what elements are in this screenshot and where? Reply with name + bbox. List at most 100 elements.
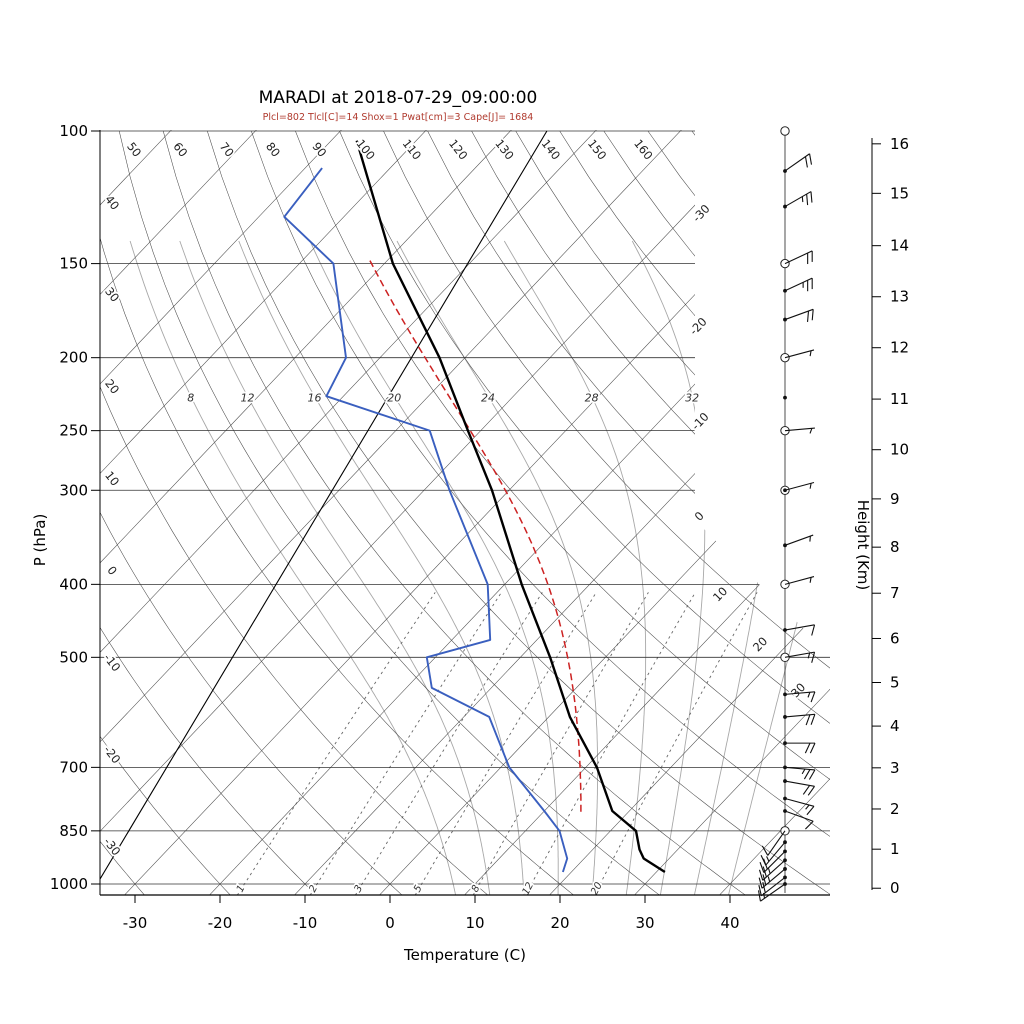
isotherm-line <box>291 130 830 895</box>
wind-barb <box>758 867 787 889</box>
wind-barbs <box>757 126 816 902</box>
mixing-ratio-label: 3 <box>353 883 366 894</box>
moist-adiabat-line <box>179 240 491 895</box>
dry-adiabat-label-top: 110 <box>400 137 425 163</box>
dry-adiabat-line <box>515 130 830 895</box>
barb-staff <box>784 534 814 546</box>
wind-barb <box>783 277 813 293</box>
dry-adiabat-label-left: 20 <box>102 376 122 396</box>
barb-staff <box>784 651 815 658</box>
wind-barb <box>783 534 814 548</box>
dry-adiabat-line <box>295 130 830 895</box>
temp-tick-label: -10 <box>293 914 318 932</box>
barb-feather <box>805 714 811 726</box>
isotherm-line <box>121 130 830 895</box>
pressure-axis-label: P (hPa) <box>31 514 49 567</box>
wind-barb <box>780 481 815 495</box>
isotherm-line <box>100 130 769 895</box>
temp-tick-label: 40 <box>720 914 739 932</box>
height-tick-label: 14 <box>890 237 909 255</box>
barb-feather <box>810 191 813 203</box>
barb-feather <box>808 769 816 780</box>
isotherm-line <box>100 130 599 895</box>
temp-tick-label: -30 <box>123 914 148 932</box>
moist-adiabat-line <box>693 240 779 895</box>
barb-staff <box>784 713 815 718</box>
dry-adiabat-line <box>251 130 830 895</box>
temp-tick-label: 20 <box>550 914 569 932</box>
wind-barb <box>783 741 816 754</box>
isotherm-line <box>631 130 830 895</box>
pressure-tick-label: 400 <box>59 575 88 593</box>
wind-barb <box>757 882 787 902</box>
diagonal-reference-line <box>100 130 548 895</box>
height-tick-label: 0 <box>890 879 900 897</box>
barb-half-feather <box>805 804 810 810</box>
barb-staff <box>784 250 813 265</box>
moist-adiabats <box>129 240 830 895</box>
moist-adiabat-line <box>238 240 525 895</box>
isotherm-line <box>546 130 830 895</box>
height-tick-label: 11 <box>890 390 909 408</box>
barb-staff <box>784 766 815 771</box>
wind-barb <box>783 691 816 703</box>
moist-adiabat-label: 8 <box>187 392 194 405</box>
height-tick-label: 13 <box>890 288 909 306</box>
barb-feather <box>802 785 811 795</box>
barb-feather <box>759 862 765 873</box>
pressure-tick-label: 100 <box>59 122 88 140</box>
barb-half-feather <box>807 652 811 659</box>
height-axis-label: Height (Km) <box>854 500 872 591</box>
wind-barb <box>783 153 813 173</box>
wind-barb <box>783 308 814 323</box>
pressure-tick-label: 700 <box>59 758 88 776</box>
isotherm-label-right: -10 <box>689 410 712 433</box>
dry-adiabat-line <box>162 130 751 895</box>
barb-half-feather <box>809 483 812 489</box>
dry-adiabat-line <box>100 130 320 895</box>
barb-feather <box>762 866 767 878</box>
moist-adiabat-label: 28 <box>585 392 599 405</box>
dry-adiabat-line <box>100 130 578 895</box>
height-tick-label: 10 <box>890 441 909 459</box>
barb-half-feather <box>767 876 771 882</box>
dry-adiabat-label-top: 50 <box>124 139 144 159</box>
pressure-gridlines <box>100 130 830 885</box>
dry-adiabat-line <box>427 130 830 895</box>
barb-feather <box>758 885 762 896</box>
barb-half-feather <box>807 692 811 698</box>
height-tick-label: 5 <box>890 673 900 691</box>
dry-adiabat-line <box>339 130 830 895</box>
barb-half-feather <box>809 577 812 583</box>
moist-adiabat-label: 32 <box>685 392 699 405</box>
barb-feather <box>811 309 814 321</box>
isotherm-line <box>100 130 259 895</box>
isotherm-label-right: -20 <box>687 315 710 338</box>
barb-staff <box>767 830 786 856</box>
barb-staff <box>761 868 786 889</box>
wind-barb <box>760 840 787 866</box>
moist-adiabat-label: 24 <box>481 392 495 405</box>
temp-tick-label: -20 <box>208 914 233 932</box>
barb-staff <box>784 797 815 807</box>
dry-adiabat-label-left: 0 <box>104 563 120 577</box>
barb-feather <box>804 156 808 168</box>
wind-barb <box>783 779 815 796</box>
barb-feather <box>807 785 815 796</box>
mixing-ratio-line <box>354 592 543 895</box>
barb-staff <box>784 308 814 321</box>
barb-half-feather <box>809 428 813 434</box>
isotherm-label-right: 30 <box>788 680 808 700</box>
dry-adiabat-line <box>100 130 148 895</box>
barb-half-feather <box>768 868 771 874</box>
barb-feather <box>762 874 767 886</box>
wind-barb <box>783 624 816 636</box>
wind-barb <box>783 765 816 780</box>
isotherm-line <box>461 130 830 895</box>
barb-feather <box>809 153 813 165</box>
mixing-ratio-label: 2 <box>307 883 320 894</box>
height-tick-label: 4 <box>890 717 900 735</box>
dry-adiabat-label-top: 130 <box>492 137 517 163</box>
barb-staff <box>784 576 815 585</box>
